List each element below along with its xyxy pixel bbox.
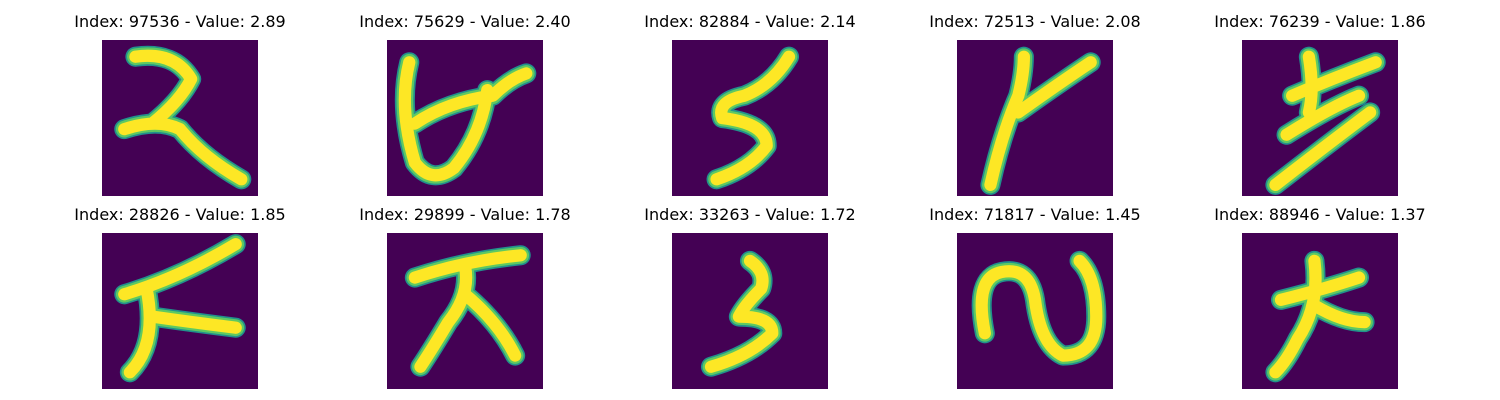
glyph-stroke	[984, 50, 1097, 191]
panel-1: Index: 97536 - Value: 2.89	[35, 12, 325, 202]
panel-title: Index: 97536 - Value: 2.89	[74, 12, 286, 31]
panel-title: Index: 29899 - Value: 1.78	[359, 205, 571, 224]
digit-image	[387, 40, 543, 196]
digit-image	[1242, 40, 1398, 196]
panel-title: Index: 28826 - Value: 1.85	[74, 205, 286, 224]
glyph-stroke	[398, 56, 533, 182]
panel-8: Index: 33263 - Value: 1.72	[605, 205, 895, 395]
glyph-stroke	[118, 238, 242, 379]
glyph-stroke	[118, 49, 248, 186]
digit-image	[387, 233, 543, 389]
panel-10: Index: 88946 - Value: 1.37	[1175, 205, 1465, 395]
glyph-stroke	[1269, 50, 1382, 191]
panel-7: Index: 29899 - Value: 1.78	[320, 205, 610, 395]
glyph-stroke	[704, 254, 779, 373]
panel-title: Index: 71817 - Value: 1.45	[929, 205, 1141, 224]
panel-4: Index: 72513 - Value: 2.08	[890, 12, 1180, 202]
panel-6: Index: 28826 - Value: 1.85	[35, 205, 325, 395]
glyph-stroke	[1269, 254, 1371, 379]
panel-title: Index: 72513 - Value: 2.08	[929, 12, 1141, 31]
glyph-stroke	[710, 50, 796, 186]
panel-2: Index: 75629 - Value: 2.40	[320, 12, 610, 202]
glyph-stroke	[408, 249, 527, 373]
digit-image	[1242, 233, 1398, 389]
panel-title: Index: 76239 - Value: 1.86	[1214, 12, 1426, 31]
panel-9: Index: 71817 - Value: 1.45	[890, 205, 1180, 395]
digit-image	[957, 40, 1113, 196]
digit-image	[102, 40, 258, 196]
digit-image	[957, 233, 1113, 389]
digit-image	[672, 40, 828, 196]
panel-title: Index: 33263 - Value: 1.72	[644, 205, 856, 224]
glyph-stroke	[975, 254, 1103, 362]
panel-5: Index: 76239 - Value: 1.86	[1175, 12, 1465, 202]
digit-image	[672, 233, 828, 389]
panel-3: Index: 82884 - Value: 2.14	[605, 12, 895, 202]
panel-title: Index: 75629 - Value: 2.40	[359, 12, 571, 31]
panel-title: Index: 88946 - Value: 1.37	[1214, 205, 1426, 224]
panel-title: Index: 82884 - Value: 2.14	[644, 12, 856, 31]
digit-image	[102, 233, 258, 389]
